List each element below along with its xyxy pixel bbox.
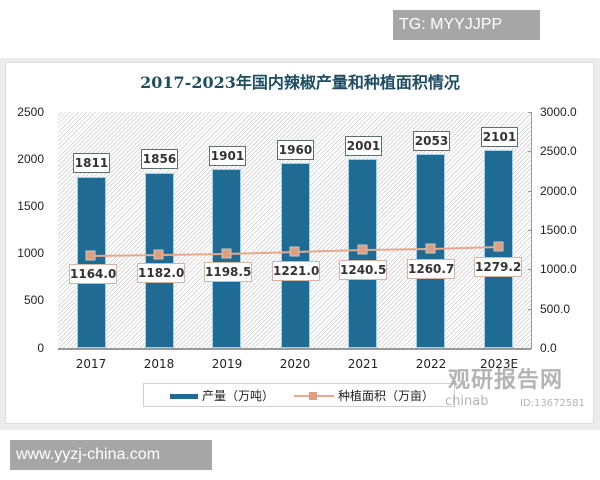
legend-label-production: 产量（万吨）	[202, 389, 275, 403]
bar-value-label: 2101	[481, 127, 518, 147]
x-axis-line	[58, 348, 531, 350]
x-axis-tick: 2018	[143, 357, 175, 371]
bar-value-label: 1811	[73, 153, 110, 173]
bar-value-label: 1901	[209, 146, 246, 166]
watermark-logo: 观研报告网	[448, 368, 564, 393]
left-axis-tick: 1000	[17, 246, 44, 260]
watermark-url: chinab	[445, 394, 489, 409]
bar-value-label: 1960	[277, 140, 314, 160]
line-value-label: 1221.0	[272, 261, 320, 281]
x-axis-tick: 2022	[415, 357, 447, 371]
line-value-label: 1279.2	[474, 257, 522, 277]
chart-legend: 产量（万吨） 种植面积（万亩）	[143, 383, 455, 407]
line-value-label: 1198.5	[204, 262, 252, 282]
line-value-label: 1182.0	[137, 263, 185, 283]
x-axis-tick: 2020	[279, 357, 311, 371]
left-axis-tick: 0	[37, 341, 44, 355]
left-axis-tick: 2000	[17, 152, 44, 166]
right-axis-tick: 1500.0	[540, 223, 577, 237]
left-axis-tick: 1500	[17, 199, 44, 213]
right-axis-tick: 2500.0	[540, 144, 577, 158]
watermark-id: ID:13672581	[520, 398, 585, 409]
right-axis-tick: 0.0	[540, 341, 557, 355]
line-value-label: 1240.5	[339, 260, 387, 280]
left-axis-tick: 2500	[17, 105, 44, 119]
line-value-label: 1260.7	[407, 259, 455, 279]
bar-2018	[145, 173, 174, 348]
chart-title: 2017-2023年国内辣椒产量和种植面积情况	[140, 73, 460, 92]
right-axis-tick: 500.0	[540, 302, 571, 316]
right-axis-tick: 3000.0	[540, 105, 577, 119]
x-axis-tick: 2017	[75, 357, 107, 371]
x-axis-tick: 2021	[347, 357, 379, 371]
line-value-label: 1164.0	[69, 264, 117, 284]
x-axis-tick: 2023E	[479, 357, 519, 371]
website-tag: www.yyzj-china.com	[10, 440, 212, 470]
bar-2017	[77, 177, 106, 348]
bar-value-label: 2001	[345, 136, 382, 156]
bar-value-label: 1856	[141, 149, 178, 169]
left-axis-tick: 500	[23, 293, 44, 307]
right-axis-tick: 1000.0	[540, 262, 577, 276]
legend-label-area: 种植面积（万亩）	[338, 389, 435, 403]
telegram-tag: TG: MYYJJPP	[393, 10, 540, 40]
legend-bar-swatch-icon	[170, 394, 198, 399]
x-axis-tick: 2019	[211, 357, 243, 371]
right-axis-tick: 2000.0	[540, 184, 577, 198]
legend-marker-icon	[309, 392, 317, 400]
bar-value-label: 2053	[413, 131, 450, 151]
